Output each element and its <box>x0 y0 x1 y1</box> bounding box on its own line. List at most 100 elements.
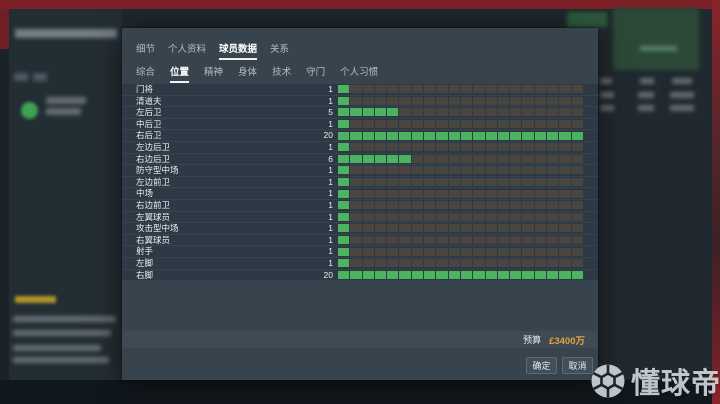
position-row[interactable]: 门将 1 <box>122 84 598 95</box>
position-row[interactable]: 右脚 20 <box>122 269 598 281</box>
bar-segment-filled <box>338 224 350 233</box>
tab-player-data[interactable]: 球员数据 <box>219 44 258 60</box>
bar-segment-filled <box>399 154 411 163</box>
bar-segment-empty <box>436 85 448 94</box>
bar-segment-empty <box>485 154 497 163</box>
position-row[interactable]: 中场 1 <box>122 188 598 199</box>
bar-segment-empty <box>436 178 448 187</box>
bar-segment-empty <box>510 259 522 268</box>
position-row[interactable]: 右后卫 20 <box>122 130 598 141</box>
bar-segment-empty <box>424 154 436 163</box>
position-label: 右翼球员 <box>136 234 171 245</box>
position-row[interactable]: 射手 1 <box>122 246 598 257</box>
position-row[interactable]: 防守型中场 1 <box>122 165 598 176</box>
bar-segment-filled <box>436 270 448 279</box>
position-row[interactable]: 左脚 1 <box>122 257 598 269</box>
subtab-physical[interactable]: 身体 <box>238 67 258 78</box>
position-row[interactable]: 左边后卫 1 <box>122 141 598 153</box>
tab-relations[interactable]: 关系 <box>270 44 290 55</box>
bar-segment-empty <box>436 154 448 163</box>
bar-segment-empty <box>547 189 559 198</box>
background-pitch-line <box>640 46 677 51</box>
bar-segment-filled <box>387 270 399 279</box>
position-row[interactable]: 右边后卫 6 <box>122 153 598 165</box>
bar-segment-empty <box>362 96 374 105</box>
position-row[interactable]: 清道夫 1 <box>122 95 598 107</box>
background-blurred-text <box>46 97 86 104</box>
bar-segment-empty <box>522 236 534 245</box>
bar-segment-filled <box>436 131 448 140</box>
bar-segment-empty <box>424 166 436 175</box>
background-blurred-text <box>46 108 81 115</box>
bar-segment-empty <box>399 108 411 117</box>
bar-segment-empty <box>350 120 362 129</box>
position-row[interactable]: 中后卫 1 <box>122 118 598 130</box>
bar-segment-empty <box>534 247 547 256</box>
bar-segment-empty <box>399 96 411 105</box>
bar-segment-empty <box>485 178 497 187</box>
bar-segment-empty <box>522 189 534 198</box>
bar-segment-empty <box>571 212 583 221</box>
bar-segment-empty <box>547 178 559 187</box>
position-value: 1 <box>328 199 333 210</box>
tab-details[interactable]: 细节 <box>136 44 156 55</box>
bar-segment-empty <box>448 143 460 152</box>
bar-segment-empty <box>448 189 460 198</box>
bar-segment-empty <box>473 166 485 175</box>
bar-segment-empty <box>411 143 424 152</box>
bar-segment-empty <box>547 85 559 94</box>
bar-segment-empty <box>350 236 362 245</box>
bar-segment-empty <box>485 247 497 256</box>
bar-segment-empty <box>510 166 522 175</box>
background-blurred-chip <box>33 73 47 81</box>
position-label: 左边后卫 <box>136 141 171 152</box>
bar-segment-empty <box>534 201 547 210</box>
position-row[interactable]: 左边前卫 1 <box>122 176 598 188</box>
position-row[interactable]: 右翼球员 1 <box>122 234 598 246</box>
bar-segment-empty <box>547 120 559 129</box>
bar-segment-filled <box>338 131 350 140</box>
bar-segment-empty <box>350 212 362 221</box>
bar-segment-empty <box>473 236 485 245</box>
subtab-overall[interactable]: 综合 <box>136 67 156 78</box>
bar-segment-empty <box>522 143 534 152</box>
bar-segment-filled <box>473 131 485 140</box>
bar-segment-empty <box>436 201 448 210</box>
subtab-habits[interactable]: 个人习惯 <box>340 67 379 78</box>
bar-segment-empty <box>522 259 534 268</box>
bar-segment-empty <box>522 201 534 210</box>
subtab-position[interactable]: 位置 <box>170 67 190 83</box>
bar-segment-empty <box>485 224 497 233</box>
bar-segment-filled <box>411 131 424 140</box>
position-row[interactable]: 右边前卫 1 <box>122 199 598 211</box>
cancel-button[interactable]: 取消 <box>562 357 593 374</box>
position-value: 1 <box>328 188 333 199</box>
position-row[interactable]: 左翼球员 1 <box>122 211 598 223</box>
bar-segment-empty <box>547 212 559 221</box>
position-row[interactable]: 攻击型中场 1 <box>122 223 598 234</box>
position-row[interactable]: 左后卫 5 <box>122 107 598 118</box>
bar-segment-filled <box>338 247 350 256</box>
position-label: 左后卫 <box>136 107 162 118</box>
bar-segment-empty <box>473 178 485 187</box>
bar-segment-empty <box>473 85 485 94</box>
bar-segment-empty <box>559 247 571 256</box>
bar-segment-empty <box>522 154 534 163</box>
tab-profile[interactable]: 个人资料 <box>168 44 207 55</box>
bar-segment-empty <box>411 201 424 210</box>
bar-segment-empty <box>485 189 497 198</box>
subtab-mental[interactable]: 精神 <box>204 67 224 78</box>
subtab-technical[interactable]: 技术 <box>272 67 292 78</box>
bar-segment-empty <box>497 259 510 268</box>
bar-segment-empty <box>534 189 547 198</box>
bar-segment-empty <box>485 120 497 129</box>
background-blurred-text <box>13 316 116 322</box>
bar-segment-empty <box>424 201 436 210</box>
ok-button[interactable]: 确定 <box>526 357 557 374</box>
position-label: 右边前卫 <box>136 199 171 210</box>
bar-segment-empty <box>399 143 411 152</box>
position-label: 左边前卫 <box>136 176 171 187</box>
subtab-goalkeeping[interactable]: 守门 <box>306 67 326 78</box>
bar-segment-empty <box>350 189 362 198</box>
bar-segment-empty <box>460 236 473 245</box>
